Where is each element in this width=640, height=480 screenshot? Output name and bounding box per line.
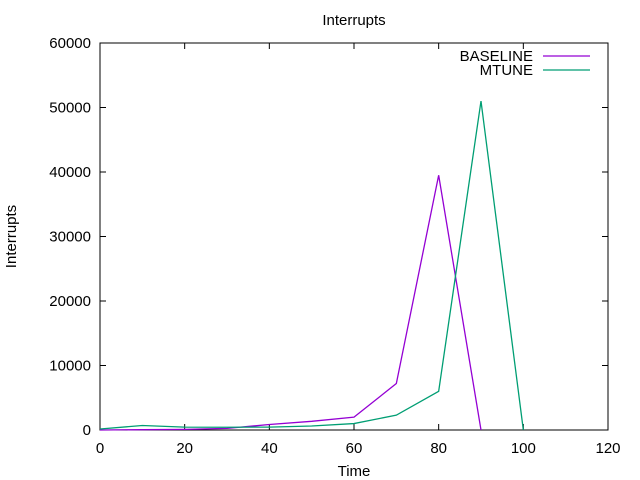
series-line-baseline (99, 175, 482, 431)
y-tick-label: 20000 (49, 293, 91, 310)
x-tick-label: 20 (176, 440, 193, 457)
chart-title: Interrupts (322, 12, 385, 29)
series-line-mtune (99, 100, 524, 431)
x-tick-label: 80 (430, 440, 447, 457)
legend-label-baseline: BASELINE (460, 48, 533, 65)
x-axis-label: Time (338, 463, 371, 480)
x-tick-label: 40 (261, 440, 278, 457)
y-axis-label: Interrupts (3, 205, 20, 268)
x-tick-label: 0 (96, 440, 104, 457)
x-tick-label: 100 (511, 440, 536, 457)
x-tick-label: 120 (595, 440, 620, 457)
y-tick-label: 50000 (49, 100, 91, 117)
legend-label-mtune: MTUNE (480, 62, 533, 79)
y-tick-label: 30000 (49, 229, 91, 246)
y-tick-label: 60000 (49, 35, 91, 52)
y-tick-label: 40000 (49, 164, 91, 181)
y-tick-label: 0 (83, 422, 91, 439)
y-tick-label: 10000 (49, 358, 91, 375)
x-tick-label: 60 (346, 440, 363, 457)
plot-border (99, 42, 609, 431)
